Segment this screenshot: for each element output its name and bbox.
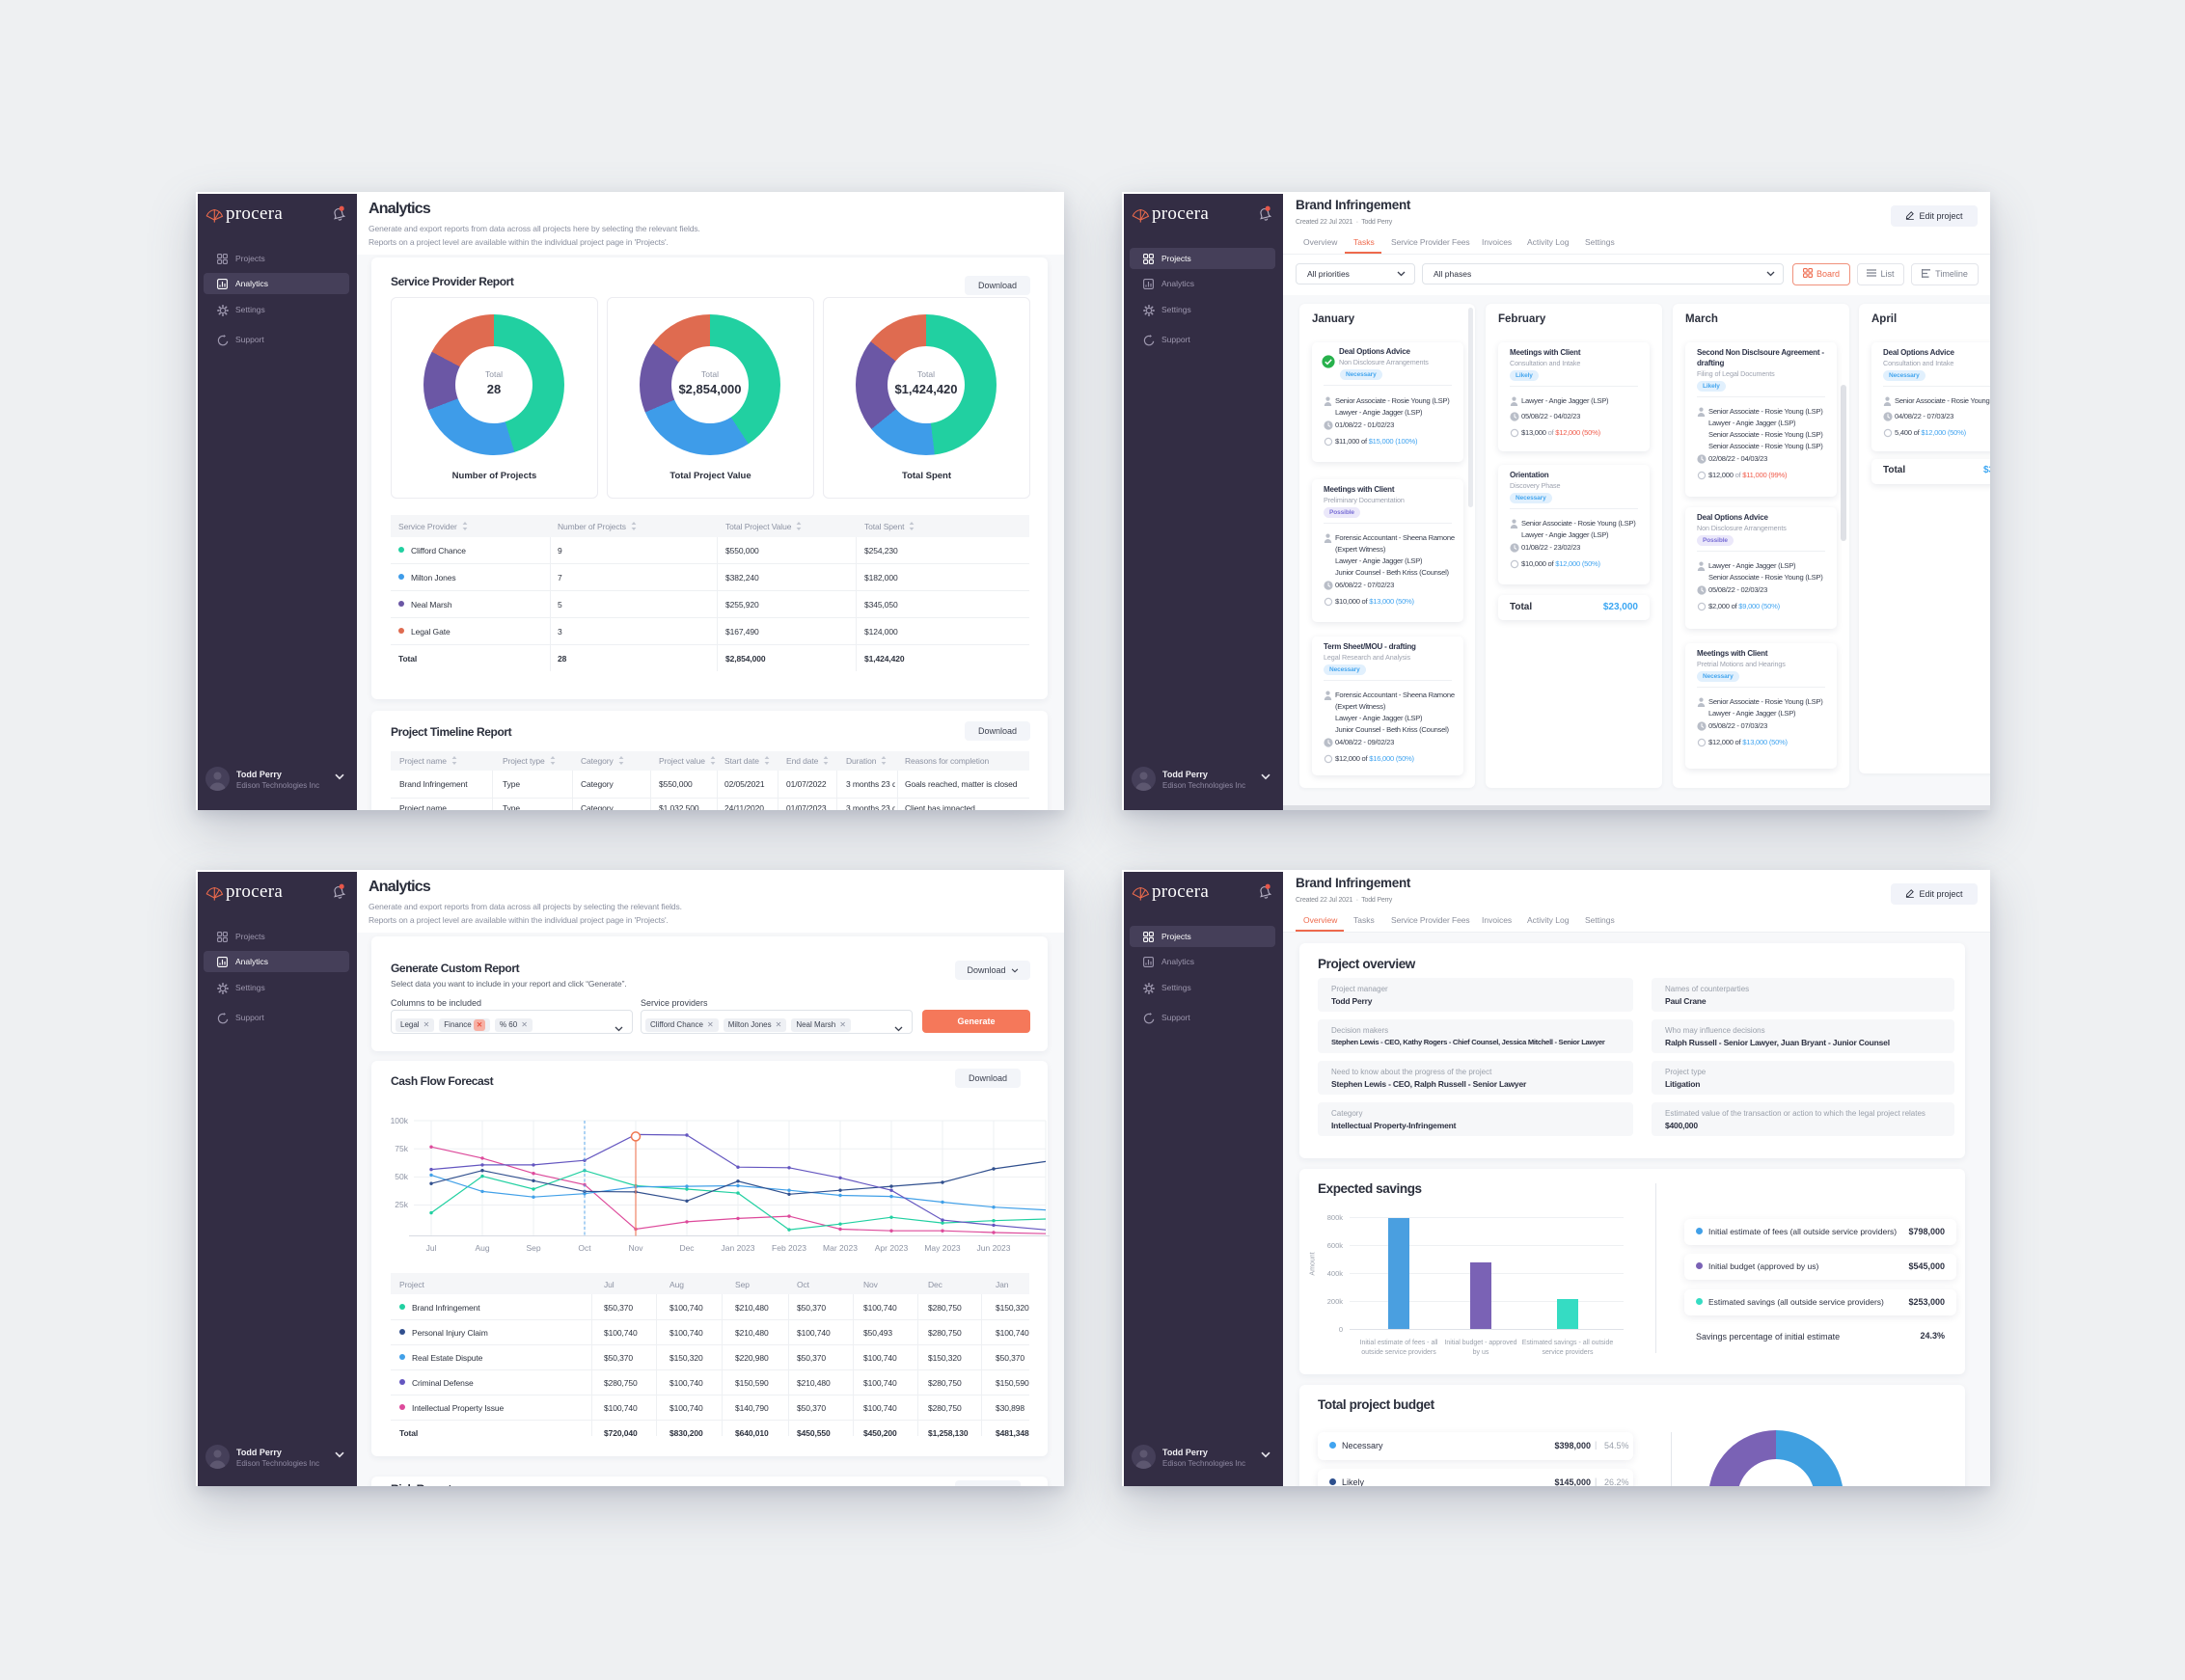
svg-text:Nov: Nov (628, 1243, 643, 1253)
svg-text:Aug: Aug (475, 1243, 489, 1253)
svg-text:Feb 2023: Feb 2023 (772, 1243, 806, 1253)
svg-text:Dec: Dec (679, 1243, 695, 1253)
svg-text:Jan 2023: Jan 2023 (722, 1243, 755, 1253)
svg-text:Jun 2023: Jun 2023 (977, 1243, 1011, 1253)
svg-text:50k: 50k (395, 1172, 408, 1181)
svg-text:75k: 75k (395, 1144, 408, 1153)
svg-text:100k: 100k (391, 1116, 409, 1125)
svg-text:Sep: Sep (526, 1243, 540, 1253)
svg-text:May 2023: May 2023 (924, 1243, 961, 1253)
svg-text:Apr 2023: Apr 2023 (875, 1243, 909, 1253)
svg-text:Mar 2023: Mar 2023 (823, 1243, 858, 1253)
svg-text:25k: 25k (395, 1200, 408, 1209)
svg-text:Oct: Oct (578, 1243, 591, 1253)
svg-text:Jul: Jul (426, 1243, 437, 1253)
